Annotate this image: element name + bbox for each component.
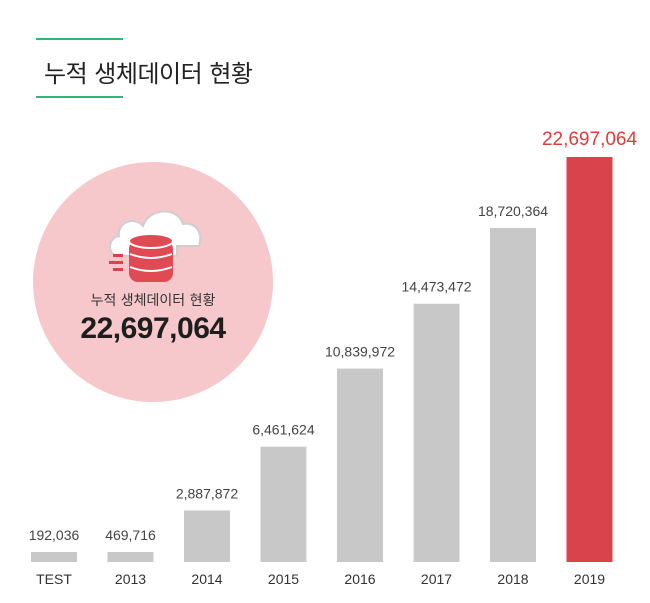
summary-circle: 누적 생체데이터 현황 22,697,064 [33, 162, 273, 402]
category-label: 2018 [497, 571, 528, 587]
title-rule-bottom [36, 96, 123, 98]
category-label: 2013 [115, 571, 146, 587]
bar-2018 [490, 227, 536, 562]
value-label: 14,473,472 [401, 279, 471, 295]
category-label: 2015 [268, 571, 299, 587]
bar-2017 [413, 303, 460, 562]
category-label: 2014 [191, 571, 222, 587]
page-title: 누적 생체데이터 현황 [44, 60, 253, 88]
category-label: 2016 [344, 571, 375, 587]
summary-value: 22,697,064 [80, 312, 226, 345]
value-label: 192,036 [29, 527, 80, 543]
value-label: 10,839,972 [325, 344, 395, 360]
bar-2016 [337, 368, 383, 562]
category-label: 2019 [574, 571, 605, 587]
bar-2015 [260, 446, 307, 562]
cloud-database-icon [109, 210, 202, 282]
value-label: 2,887,872 [176, 485, 238, 501]
bar-2019 [566, 157, 613, 562]
value-label: 469,716 [105, 527, 156, 543]
summary-label: 누적 생체데이터 현황 [90, 293, 216, 309]
bar-test [31, 552, 77, 562]
bar-2013 [107, 552, 154, 562]
category-label: 2017 [421, 571, 452, 587]
value-label: 6,461,624 [252, 422, 314, 438]
value-label: 22,697,064 [542, 129, 638, 150]
bar-2014 [184, 510, 230, 562]
category-label: TEST [36, 571, 72, 587]
title-rule-top [36, 38, 123, 40]
value-label: 18,720,364 [478, 203, 548, 219]
